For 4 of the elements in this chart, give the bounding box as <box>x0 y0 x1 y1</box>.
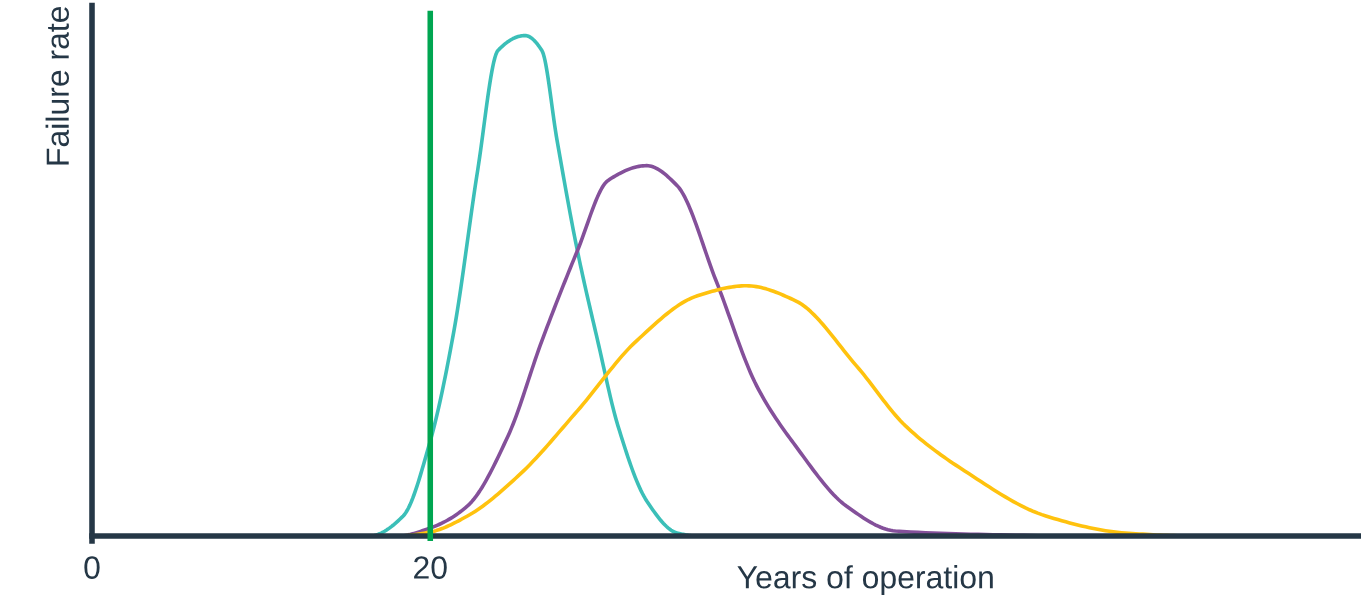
x-tick-label: 20 <box>414 556 447 579</box>
x-tick-label: 0 <box>84 556 100 579</box>
x-axis-title: Years of operation <box>737 565 993 595</box>
y-axis-title: Failure rate <box>45 6 70 165</box>
